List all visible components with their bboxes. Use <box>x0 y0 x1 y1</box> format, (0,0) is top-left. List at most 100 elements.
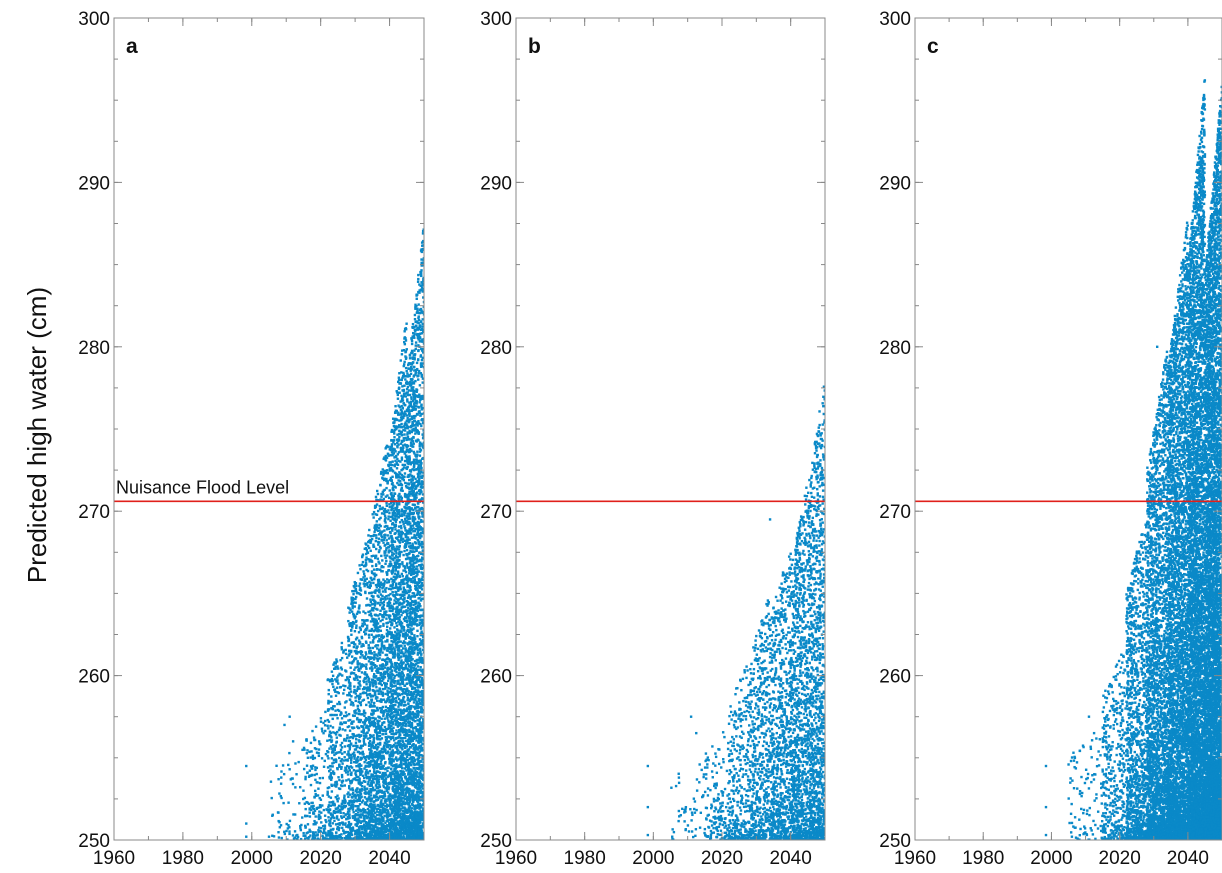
data-point <box>384 787 387 790</box>
data-point <box>404 529 407 532</box>
data-point <box>403 363 406 366</box>
data-point <box>397 404 400 407</box>
data-point <box>350 742 353 745</box>
data-point <box>367 757 371 760</box>
data-point <box>368 833 372 836</box>
data-point <box>328 730 332 733</box>
data-point <box>349 608 352 612</box>
data-point <box>382 729 385 733</box>
data-point <box>340 668 344 671</box>
data-point <box>312 736 316 739</box>
data-point <box>404 506 407 510</box>
data-point <box>376 657 380 661</box>
data-point <box>313 789 317 793</box>
data-point <box>302 767 306 771</box>
data-point <box>337 797 340 800</box>
data-point <box>395 461 398 464</box>
data-point <box>405 578 408 582</box>
data-point <box>401 838 404 840</box>
data-point <box>399 583 402 586</box>
data-point <box>349 788 352 791</box>
data-point <box>389 684 393 687</box>
data-point <box>367 792 371 796</box>
data-point <box>389 724 392 728</box>
data-point <box>390 570 393 573</box>
data-point <box>385 745 388 748</box>
data-point <box>348 739 352 743</box>
data-point <box>351 838 355 840</box>
data-point <box>373 803 376 806</box>
data-point <box>317 787 320 790</box>
data-point <box>384 670 387 673</box>
data-point <box>352 726 356 729</box>
data-point <box>405 495 408 499</box>
data-point <box>391 544 395 547</box>
data-point <box>404 436 407 440</box>
data-point <box>353 748 357 751</box>
data-point <box>365 797 368 801</box>
data-point <box>372 815 375 818</box>
data-point <box>367 725 370 728</box>
data-point <box>374 690 377 694</box>
data-point <box>353 668 356 671</box>
data-point <box>401 605 404 608</box>
data-point <box>360 671 364 674</box>
data-point <box>330 679 333 683</box>
data-point <box>341 826 344 830</box>
data-point <box>374 794 377 798</box>
data-point <box>379 813 383 817</box>
data-point <box>389 606 393 610</box>
data-point <box>328 738 331 742</box>
data-point <box>401 731 404 734</box>
data-point <box>401 411 404 415</box>
data-point <box>387 496 391 500</box>
data-point <box>356 757 359 760</box>
data-point <box>346 770 350 773</box>
data-point <box>393 639 396 642</box>
data-point <box>370 608 373 611</box>
data-point <box>358 641 362 644</box>
data-point <box>393 719 396 722</box>
data-point <box>354 831 357 834</box>
data-point <box>374 554 378 557</box>
data-point <box>396 463 400 466</box>
data-point <box>387 464 390 468</box>
data-point <box>292 837 296 840</box>
data-point <box>360 764 363 767</box>
data-point <box>388 713 392 717</box>
data-point <box>354 735 357 738</box>
data-point <box>400 394 403 398</box>
data-point <box>388 747 392 751</box>
data-point <box>383 747 386 751</box>
data-point <box>310 750 313 753</box>
data-point <box>370 713 373 716</box>
data-point <box>317 817 321 821</box>
data-point <box>386 480 389 483</box>
data-point <box>374 743 378 747</box>
data-point <box>376 529 380 532</box>
data-point <box>385 827 388 830</box>
data-point <box>400 804 403 807</box>
data-point <box>346 734 349 737</box>
data-point <box>385 586 388 590</box>
data-point <box>377 692 380 695</box>
data-point <box>351 793 354 796</box>
data-point <box>362 755 366 759</box>
data-point <box>365 731 369 734</box>
data-point <box>396 616 400 620</box>
data-point <box>404 519 407 523</box>
data-point <box>382 709 385 713</box>
data-point <box>349 703 353 706</box>
data-point <box>326 793 329 796</box>
data-point <box>392 430 396 433</box>
data-point <box>280 796 283 800</box>
data-point <box>400 622 404 625</box>
data-point <box>347 639 350 643</box>
data-point <box>340 802 344 806</box>
data-point <box>383 529 386 532</box>
data-point <box>378 820 381 823</box>
data-point <box>351 589 354 593</box>
data-point <box>374 811 377 814</box>
data-point <box>394 531 397 535</box>
